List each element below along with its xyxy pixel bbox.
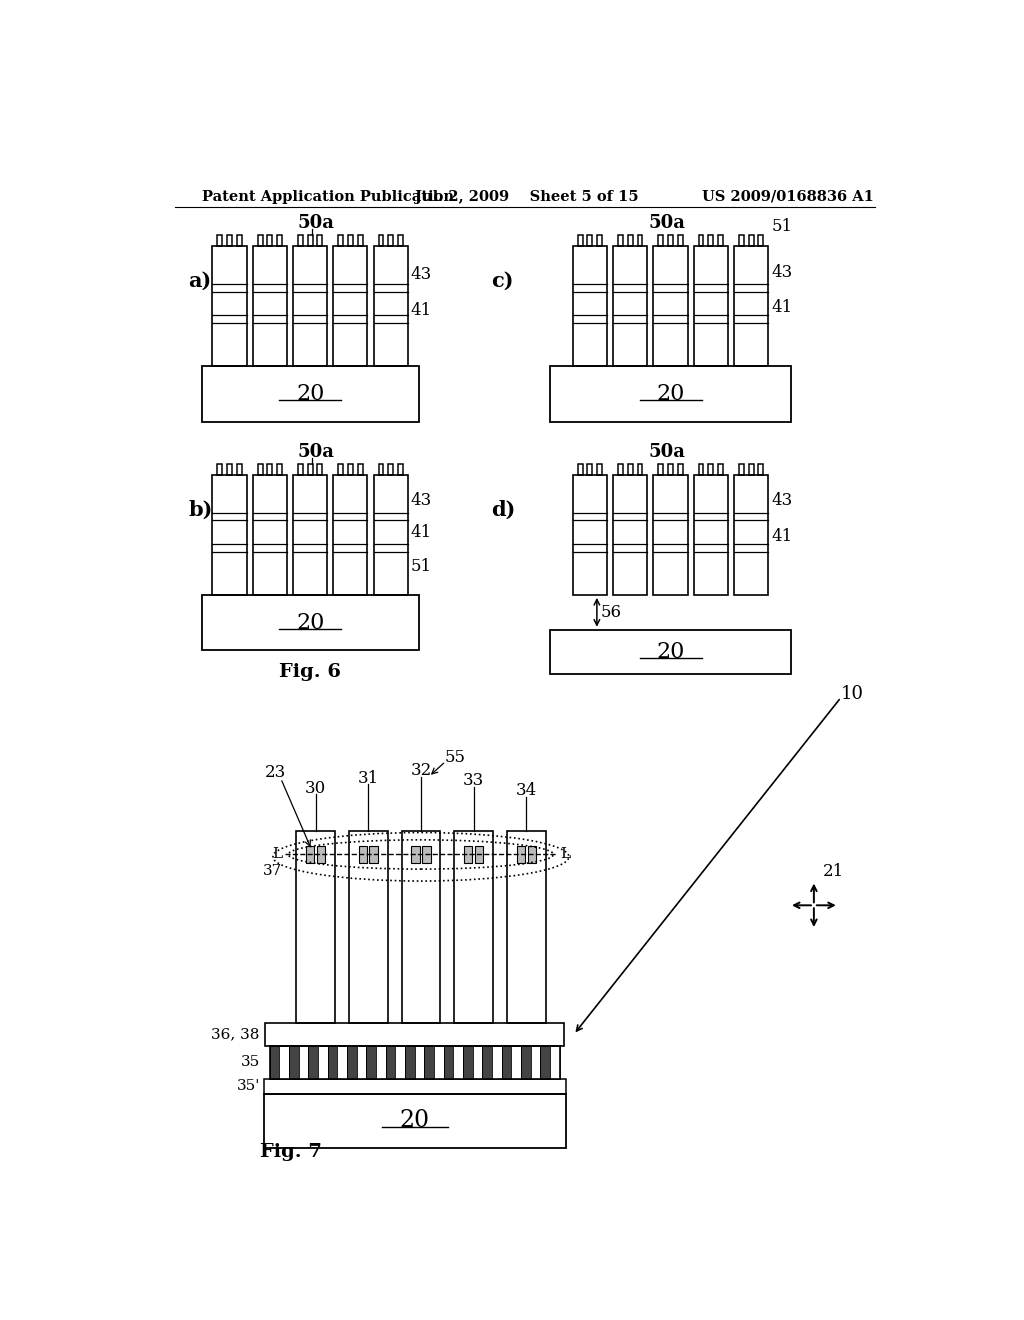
Text: L: L <box>272 847 283 862</box>
Text: L: L <box>560 847 569 862</box>
Polygon shape <box>316 846 326 863</box>
Text: 20: 20 <box>296 611 325 634</box>
Text: 55: 55 <box>444 748 465 766</box>
Polygon shape <box>454 1047 463 1078</box>
Polygon shape <box>463 1047 473 1078</box>
Polygon shape <box>318 1047 328 1078</box>
Text: d): d) <box>490 500 515 520</box>
Text: US 2009/0168836 A1: US 2009/0168836 A1 <box>701 190 873 203</box>
Text: Jul. 2, 2009    Sheet 5 of 15: Jul. 2, 2009 Sheet 5 of 15 <box>415 190 638 203</box>
Polygon shape <box>493 1047 502 1078</box>
Polygon shape <box>328 1047 338 1078</box>
Polygon shape <box>521 1047 530 1078</box>
Polygon shape <box>502 1047 511 1078</box>
Text: 43: 43 <box>411 267 432 284</box>
Polygon shape <box>464 846 472 863</box>
Polygon shape <box>443 1047 454 1078</box>
Text: 35: 35 <box>241 1056 260 1069</box>
Polygon shape <box>347 1047 356 1078</box>
Polygon shape <box>434 1047 443 1078</box>
Polygon shape <box>530 1047 541 1078</box>
Text: 41: 41 <box>411 524 432 541</box>
Text: 21: 21 <box>823 863 845 880</box>
Polygon shape <box>424 1047 434 1078</box>
Polygon shape <box>386 1047 395 1078</box>
Text: 50a: 50a <box>648 442 685 461</box>
Text: 56: 56 <box>601 603 622 620</box>
Text: b): b) <box>188 500 213 520</box>
Text: 50a: 50a <box>298 442 335 461</box>
Text: 43: 43 <box>771 492 793 510</box>
Text: 32: 32 <box>411 762 431 779</box>
Text: 35': 35' <box>237 1080 260 1093</box>
Text: 41: 41 <box>771 528 793 545</box>
Polygon shape <box>541 1047 550 1078</box>
Polygon shape <box>517 846 525 863</box>
Polygon shape <box>338 1047 347 1078</box>
Text: 43: 43 <box>771 264 793 281</box>
Polygon shape <box>280 1047 289 1078</box>
Text: 43: 43 <box>411 492 432 510</box>
Text: a): a) <box>188 271 212 292</box>
Text: 23: 23 <box>265 764 287 781</box>
Text: Patent Application Publication: Patent Application Publication <box>202 190 454 203</box>
Polygon shape <box>356 1047 367 1078</box>
Text: 41: 41 <box>771 298 793 315</box>
Polygon shape <box>289 1047 299 1078</box>
Polygon shape <box>395 1047 406 1078</box>
Text: 31: 31 <box>357 770 379 787</box>
Polygon shape <box>370 846 378 863</box>
Text: 10: 10 <box>841 685 864 702</box>
Polygon shape <box>308 1047 318 1078</box>
Text: 51: 51 <box>411 557 432 574</box>
Text: 30: 30 <box>305 780 327 797</box>
Polygon shape <box>527 846 536 863</box>
Text: 50a: 50a <box>648 214 685 232</box>
Text: 37: 37 <box>263 865 283 878</box>
Text: 20: 20 <box>656 642 685 663</box>
Polygon shape <box>422 846 431 863</box>
Polygon shape <box>270 1047 280 1078</box>
Polygon shape <box>299 1047 308 1078</box>
Text: Fig. 6: Fig. 6 <box>280 663 341 681</box>
Polygon shape <box>511 1047 521 1078</box>
Text: c): c) <box>490 271 513 292</box>
Text: 20: 20 <box>656 383 685 405</box>
Polygon shape <box>406 1047 415 1078</box>
Polygon shape <box>482 1047 493 1078</box>
Text: 33: 33 <box>463 772 484 789</box>
Text: 20: 20 <box>296 383 325 405</box>
Text: 36, 38: 36, 38 <box>211 1028 260 1041</box>
Polygon shape <box>550 1047 560 1078</box>
Text: Fig. 7: Fig. 7 <box>260 1143 322 1160</box>
Polygon shape <box>475 846 483 863</box>
Polygon shape <box>367 1047 376 1078</box>
Polygon shape <box>376 1047 386 1078</box>
Text: 34: 34 <box>516 781 537 799</box>
Polygon shape <box>306 846 314 863</box>
Polygon shape <box>358 846 367 863</box>
Polygon shape <box>473 1047 482 1078</box>
Text: 20: 20 <box>399 1109 430 1133</box>
Polygon shape <box>415 1047 424 1078</box>
Text: 51: 51 <box>771 218 793 235</box>
Text: 41: 41 <box>411 301 432 318</box>
Polygon shape <box>412 846 420 863</box>
Text: 50a: 50a <box>298 214 335 232</box>
